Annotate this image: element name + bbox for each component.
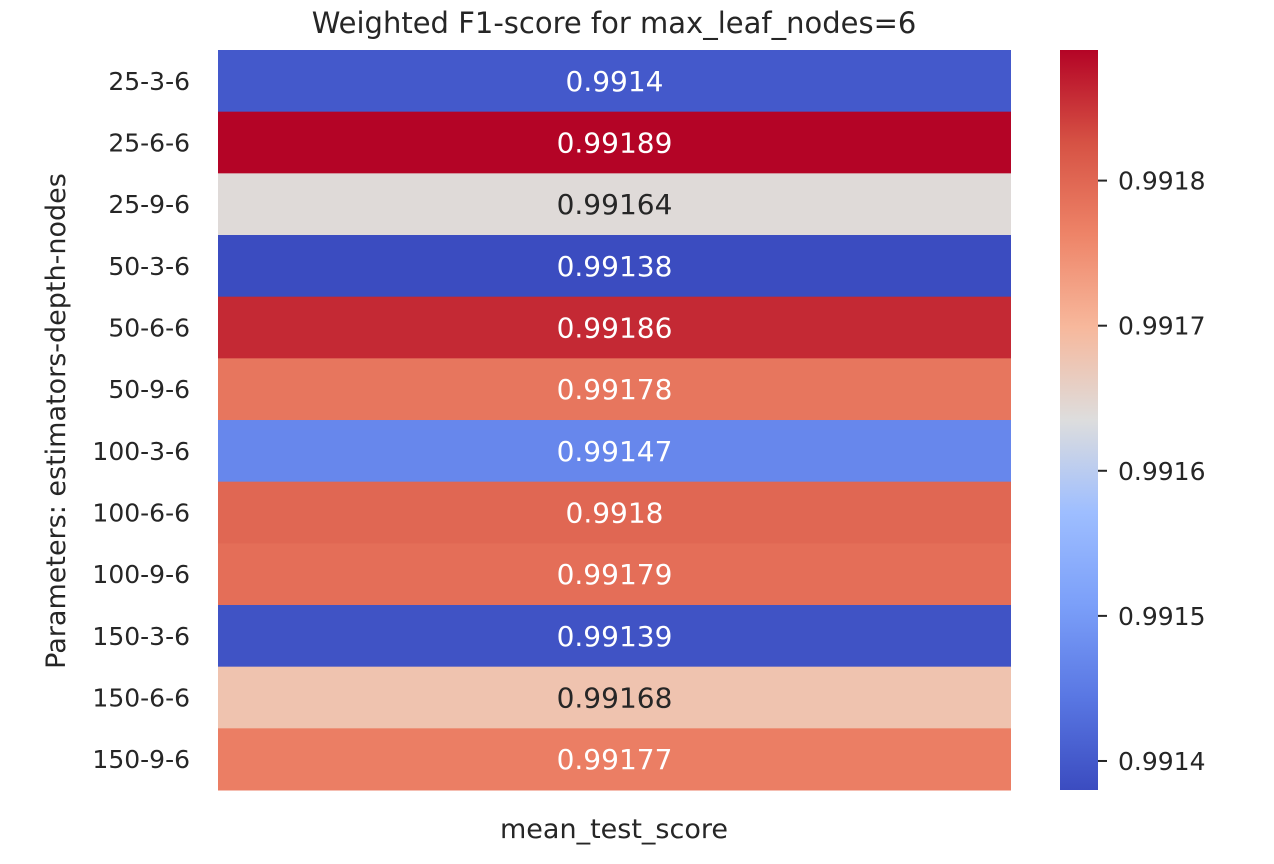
heatmap-cell [218, 605, 1011, 668]
heatmap-cells: 0.9914 0.99189 0.99164 0.99138 0.99186 0.9917… [218, 50, 1011, 791]
row-tick-label: 150-9-6 [92, 745, 190, 774]
cell-value-label: 0.99139 [557, 620, 673, 653]
row-tick-label: 50-6-6 [108, 314, 190, 343]
colorbar-tick-label: 0.9915 [1118, 602, 1205, 631]
cell-value-label: 0.9918 [566, 497, 664, 530]
row-tick-label: 50-9-6 [108, 375, 190, 404]
colorbar-tick-label: 0.9916 [1118, 457, 1205, 486]
row-tick-label: 100-9-6 [92, 560, 190, 589]
heatmap-cell [218, 358, 1011, 421]
colorbar-tick-label: 0.9917 [1118, 312, 1205, 341]
heatmap-cell [218, 50, 1011, 113]
cell-value-label: 0.99186 [557, 312, 673, 345]
colorbar-tick-label: 0.9914 [1118, 747, 1205, 776]
cell-value-label: 0.99189 [557, 127, 673, 160]
cell-value-label: 0.99138 [557, 250, 673, 283]
cell-value-label: 0.99168 [557, 682, 673, 715]
row-tick-label: 25-6-6 [108, 129, 190, 158]
row-tick-label: 25-3-6 [108, 67, 190, 96]
row-tick-label: 150-6-6 [92, 684, 190, 713]
cell-value-label: 0.9914 [566, 65, 664, 98]
row-tick-label: 150-3-6 [92, 622, 190, 651]
cell-value-label: 0.99164 [557, 188, 673, 221]
cell-value-label: 0.99178 [557, 373, 673, 406]
cell-value-label: 0.99147 [557, 435, 673, 468]
heatmap-cell [218, 296, 1011, 359]
row-tick-label: 25-9-6 [108, 190, 190, 219]
heatmap-cell [218, 173, 1011, 236]
heatmap-cell [218, 235, 1011, 298]
colorbar-tick-label: 0.9918 [1118, 167, 1205, 196]
y-axis-label: Parameters: estimators-depth-nodes [41, 173, 72, 669]
row-tick-labels: 25-3-6 25-6-6 25-9-6 50-3-6 50-6-6 50-9-6 100-… [92, 67, 190, 774]
cell-value-label: 0.99177 [557, 743, 673, 776]
colorbar [1060, 50, 1098, 790]
chart-title: Weighted F1-score for max_leaf_nodes=6 [312, 6, 917, 40]
heatmap-cell [218, 543, 1011, 606]
row-tick-label: 100-6-6 [92, 499, 190, 528]
row-tick-label: 50-3-6 [108, 252, 190, 281]
heatmap-cell [218, 666, 1011, 729]
heatmap-cell [218, 481, 1011, 544]
colorbar-ticks: 0.9914 0.9915 0.9916 0.9917 0.9918 [1098, 167, 1205, 776]
x-axis-label: mean_test_score [500, 814, 728, 845]
heatmap-cell [218, 111, 1011, 174]
row-tick-label: 100-3-6 [92, 437, 190, 466]
heatmap-cell [218, 420, 1011, 483]
heatmap-cell [218, 728, 1011, 791]
cell-value-label: 0.99179 [557, 558, 673, 591]
